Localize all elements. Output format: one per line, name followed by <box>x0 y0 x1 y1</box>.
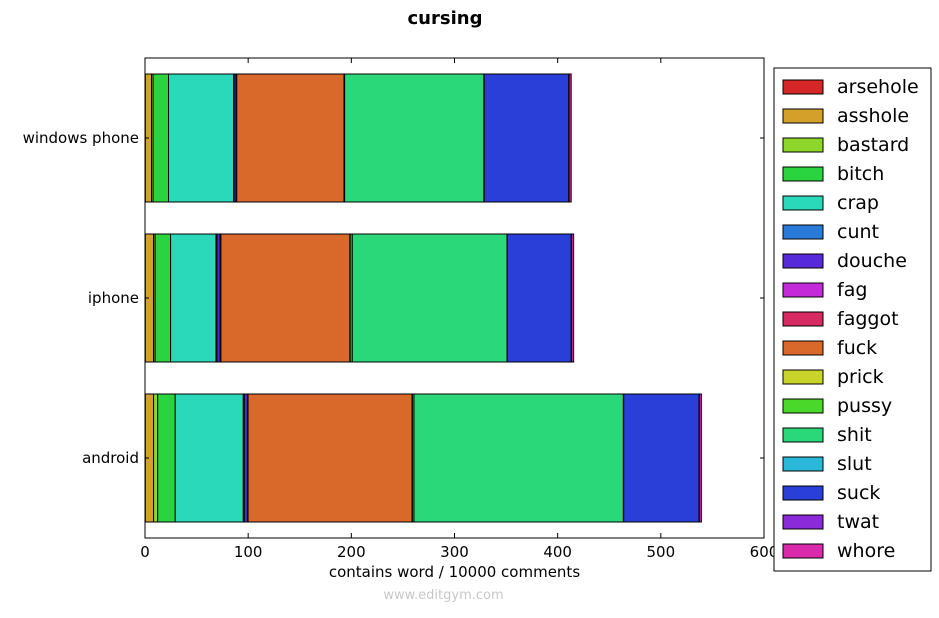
y-tick-label: windows phone <box>23 129 139 147</box>
legend-swatch-fuck <box>783 341 823 355</box>
legend-swatch-bastard <box>783 138 823 152</box>
legend-label-pussy: pussy <box>837 395 892 417</box>
y-tick-label: iphone <box>88 289 139 307</box>
bar-suck-iphone <box>507 234 571 362</box>
legend-swatch-bitch <box>783 167 823 181</box>
bar-shit-iphone <box>352 234 507 362</box>
legend-swatch-faggot <box>783 312 823 326</box>
legend-swatch-twat <box>783 515 823 529</box>
x-tick-label: 100 <box>234 543 263 561</box>
legend-swatch-slut <box>783 457 823 471</box>
bar-fuck-iphone <box>221 234 350 362</box>
legend-swatch-shit <box>783 428 823 442</box>
legend-label-crap: crap <box>837 192 879 214</box>
bar-bastard-android <box>154 394 158 522</box>
legend-label-asshole: asshole <box>837 105 909 127</box>
legend-swatch-pussy <box>783 399 823 413</box>
legend-label-cunt: cunt <box>837 221 879 243</box>
watermark: www.editgym.com <box>0 588 887 603</box>
legend-label-twat: twat <box>837 511 879 533</box>
bar-fuck-windows-phone <box>237 74 344 202</box>
legend-label-arsehole: arsehole <box>837 76 919 98</box>
legend-swatch-cunt <box>783 225 823 239</box>
legend-swatch-whore <box>783 544 823 558</box>
bar-crap-iphone <box>171 234 216 362</box>
x-tick-label: 400 <box>543 543 572 561</box>
bar-shit-android <box>414 394 623 522</box>
bar-bitch-android <box>158 394 176 522</box>
chart-title: cursing <box>408 8 483 29</box>
legend-label-fuck: fuck <box>837 337 877 359</box>
bar-crap-android <box>175 394 243 522</box>
bar-bitch-iphone <box>155 234 170 362</box>
legend-label-slut: slut <box>837 453 872 475</box>
y-tick-label: android <box>82 449 139 467</box>
legend-label-fag: fag <box>837 279 867 301</box>
bar-suck-android <box>624 394 699 522</box>
legend-label-shit: shit <box>837 424 872 446</box>
legend-swatch-asshole <box>783 109 823 123</box>
x-tick-label: 0 <box>140 543 150 561</box>
legend-label-bastard: bastard <box>837 134 909 156</box>
legend-swatch-arsehole <box>783 80 823 94</box>
bar-fuck-android <box>248 394 412 522</box>
bar-whore-iphone <box>572 234 574 362</box>
legend-label-prick: prick <box>837 366 884 388</box>
x-tick-label: 500 <box>647 543 676 561</box>
bar-whore-android <box>699 394 701 522</box>
legend-label-douche: douche <box>837 250 907 272</box>
bar-crap-windows-phone <box>169 74 234 202</box>
x-tick-label: 200 <box>337 543 366 561</box>
legend-label-faggot: faggot <box>837 308 899 330</box>
legend-swatch-douche <box>783 254 823 268</box>
bar-bitch-windows-phone <box>153 74 168 202</box>
legend-swatch-crap <box>783 196 823 210</box>
legend-swatch-prick <box>783 370 823 384</box>
legend-label-bitch: bitch <box>837 163 884 185</box>
x-tick-label: 300 <box>440 543 469 561</box>
legend-label-whore: whore <box>837 540 895 562</box>
legend-swatch-fag <box>783 283 823 297</box>
bar-whore-windows-phone <box>569 74 571 202</box>
bar-suck-windows-phone <box>484 74 569 202</box>
legend-swatch-suck <box>783 486 823 500</box>
x-axis-label: contains word / 10000 comments <box>329 563 580 581</box>
bar-shit-windows-phone <box>345 74 484 202</box>
legend-label-suck: suck <box>837 482 880 504</box>
